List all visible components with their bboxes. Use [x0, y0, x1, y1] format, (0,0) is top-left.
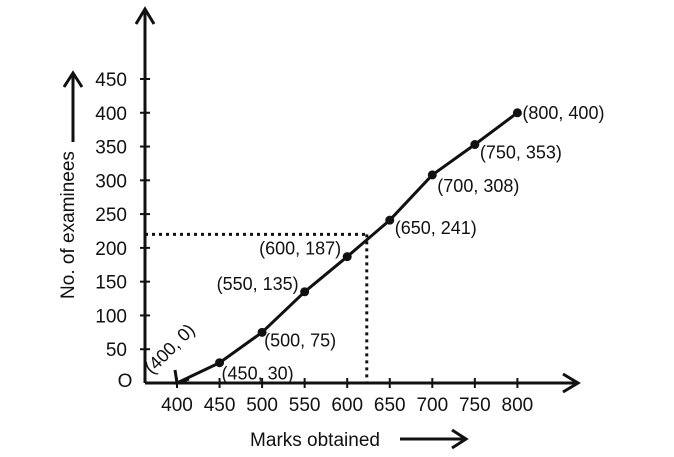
point-label: (650, 241): [395, 218, 477, 238]
y-tick-label: 50: [106, 340, 127, 361]
y-tick-label: 400: [95, 104, 127, 125]
origin-point-arrow: [173, 369, 190, 385]
point-label: (750, 353): [480, 143, 562, 163]
series-line: [176, 111, 519, 385]
x-tick-label: 650: [374, 395, 406, 416]
point-label: (700, 308): [437, 176, 519, 196]
point-label: (800, 400): [522, 103, 604, 123]
axes: [62, 6, 581, 450]
x-axis-arrowhead: [562, 372, 581, 394]
data-series: [173, 108, 522, 385]
data-point: [385, 215, 395, 225]
y-label-arrow-head: [62, 70, 84, 88]
point-label: (600, 187): [259, 239, 341, 259]
data-point: [512, 108, 522, 118]
x-tick-label: 700: [416, 395, 448, 416]
y-axis-label: No. of examinees: [58, 151, 79, 299]
origin-label: O: [118, 371, 133, 392]
x-tick-label: 550: [289, 395, 321, 416]
y-tick-label: 450: [95, 70, 127, 91]
data-point: [342, 252, 352, 262]
x-tick-label: 400: [161, 395, 193, 416]
y-tick-label: 350: [95, 138, 127, 159]
y-tick-label: 300: [95, 171, 127, 192]
x-tick-label: 600: [331, 395, 363, 416]
data-point: [470, 140, 480, 150]
point-label: (550, 135): [217, 274, 299, 294]
y-tick-label: 150: [95, 273, 127, 294]
y-tick-label: 100: [95, 306, 127, 327]
data-point: [427, 170, 437, 180]
x-axis-label: Marks obtained: [250, 430, 380, 451]
point-label: (500, 75): [264, 330, 336, 350]
y-tick-label: 200: [95, 239, 127, 260]
x-label-arrow-head: [451, 428, 469, 450]
y-tick-label: 250: [95, 205, 127, 226]
data-point: [257, 327, 267, 337]
data-point: [300, 287, 310, 297]
data-point: [215, 358, 225, 368]
point-label: (450, 30): [222, 364, 294, 384]
y-axis-arrowhead: [134, 6, 156, 25]
x-tick-label: 750: [459, 395, 491, 416]
labels: 50 100 150 200 250 300 350 400 450 400 450 500 550 60…: [58, 70, 604, 451]
x-tick-label: 800: [502, 395, 534, 416]
x-tick-label: 450: [204, 395, 236, 416]
x-tick-label: 500: [246, 395, 278, 416]
guide-lines: [145, 232, 369, 383]
